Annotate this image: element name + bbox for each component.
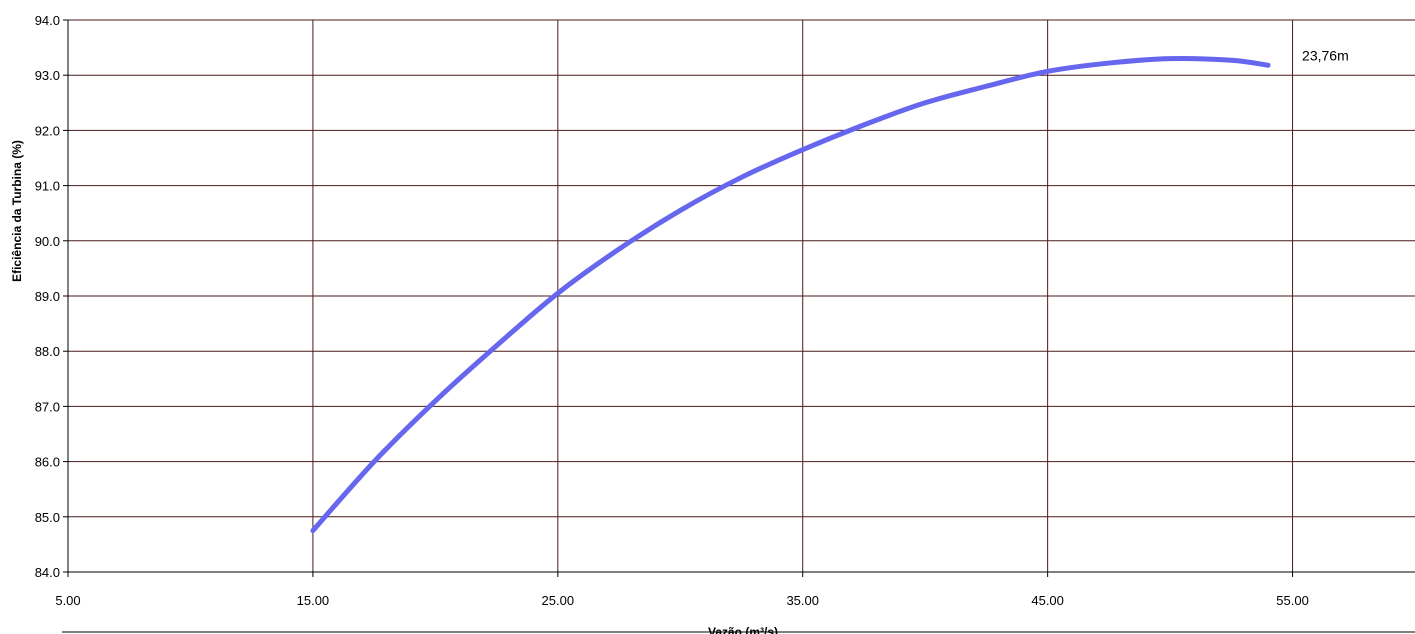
x-tick-label: 25.00 xyxy=(542,593,575,608)
series-label: 23,76m xyxy=(1302,47,1349,63)
axes xyxy=(63,19,1415,577)
y-tick-label: 93.0 xyxy=(35,68,60,83)
y-tick-label: 85.0 xyxy=(35,510,60,525)
x-tick-label: 5.00 xyxy=(55,593,80,608)
y-tick-label: 86.0 xyxy=(35,455,60,470)
x-tick-label: 35.00 xyxy=(786,593,819,608)
x-tick-label: 45.00 xyxy=(1031,593,1064,608)
grid xyxy=(68,19,1415,573)
y-tick-label: 90.0 xyxy=(35,234,60,249)
y-tick-label: 87.0 xyxy=(35,399,60,414)
y-tick-label: 84.0 xyxy=(35,565,60,580)
y-tick-label: 88.0 xyxy=(35,344,60,359)
y-tick-label: 91.0 xyxy=(35,179,60,194)
x-tick-label: 15.00 xyxy=(297,593,330,608)
series-line xyxy=(310,56,1271,534)
y-tick-label: 92.0 xyxy=(35,123,60,138)
y-tick-label: 94.0 xyxy=(35,13,60,28)
y-tick-label: 89.0 xyxy=(35,289,60,304)
y-tick-labels: 84.0 85.0 86.0 87.0 88.0 89.0 90.0 91.0 92.0 93.0… xyxy=(35,13,60,580)
x-axis-title: Vazão (m³/s) xyxy=(708,625,778,634)
y-axis-title: Eficiência da Turbina (%) xyxy=(10,140,24,282)
x-tick-label: 55.00 xyxy=(1276,593,1309,608)
x-tick-labels: 5.00 15.00 25.00 35.00 45.00 55.00 xyxy=(55,593,1308,608)
